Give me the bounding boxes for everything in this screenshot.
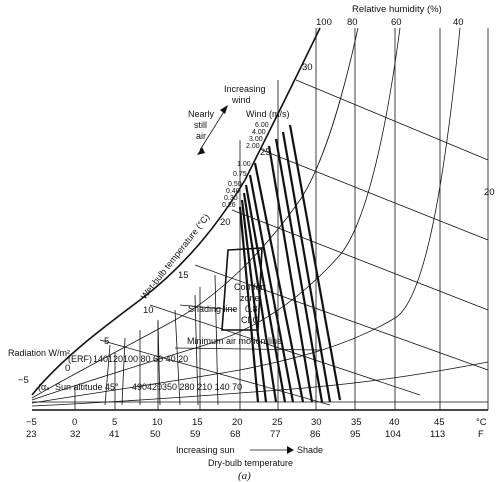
wind-value: 0.75: [233, 171, 247, 178]
comfort-zone-label-2: zone: [240, 293, 260, 303]
rh-tick-20: 20: [484, 187, 495, 198]
sun-altitude-label: Sun altitude 45°: [55, 382, 119, 392]
c-tick: 20: [232, 417, 243, 428]
wb-tick-20: 20: [220, 217, 231, 228]
rh-60-curve: [31, 27, 401, 401]
comfort-zone-boundary: [221, 247, 263, 331]
wind-title: Wind (m/s): [246, 109, 290, 119]
wind-still-line1: Nearly: [188, 109, 215, 119]
wind-lines: [238, 124, 342, 403]
f-tick: 77: [270, 429, 281, 440]
wb-tick-minus5: −5: [18, 375, 29, 386]
shading-line-label: Shading line: [188, 304, 238, 314]
wb-tick-30: 30: [302, 62, 313, 73]
erf-label: (ERF): [68, 354, 92, 364]
sun-altitude-values: 490420350 280 210 140 70: [132, 382, 242, 392]
wb-tick-25: 25: [260, 147, 271, 158]
wb-tick-10: 10: [143, 305, 154, 316]
wind-value: 4.00: [252, 129, 266, 136]
wind-arrow-shaft: [199, 109, 226, 151]
f-tick: 23: [26, 429, 37, 440]
wind-still-line2: still: [194, 120, 207, 130]
dry-bulb-celsius-ticks: −5 0 5 10 15 20 25 30 35 40 45 °C: [26, 417, 487, 428]
c-tick: 40: [389, 417, 400, 428]
wind-value-labels: 6.00 4.00 3.00 2.00 1.00 0.75 0.50 0.40 …: [222, 122, 269, 209]
c-tick: 10: [152, 417, 163, 428]
wb-tick-5: 5: [104, 336, 109, 347]
radiation-lines: [104, 274, 219, 406]
f-tick: 59: [190, 429, 201, 440]
wind-value: 2.00: [246, 143, 260, 150]
wind-arrow-head-up: [220, 105, 228, 114]
f-tick: 50: [150, 429, 161, 440]
wind-value: 0.30: [224, 195, 238, 202]
c-unit: °C: [476, 417, 487, 428]
wb-tick-15: 15: [178, 270, 189, 281]
rh-tick-100: 100: [316, 17, 332, 28]
rh-title: Relative humidity (%): [352, 4, 442, 15]
c-tick: −5: [26, 417, 37, 428]
wet-bulb-diagonals: [99, 79, 489, 406]
saturation-curve: [31, 27, 321, 396]
f-tick: 86: [310, 429, 321, 440]
rh-40-curve: [31, 27, 461, 404]
wind-value: 0.50: [228, 181, 242, 188]
c-tick: 35: [351, 417, 362, 428]
wind-increasing-line2: wind: [231, 95, 251, 105]
comfort-zone-label-3: 0.8: [245, 304, 258, 314]
rh-20-curve: [31, 361, 489, 407]
dry-bulb-fahrenheit-ticks: 23 32 41 50 59 68 77 86 95 104 113 F: [26, 429, 484, 440]
wind-value: 1.00: [237, 161, 251, 168]
c-tick: 0: [72, 417, 77, 428]
erf-values: 140120100 80 60 40 20: [93, 354, 188, 364]
min-air-motion-label: Minimum air motion line: [187, 336, 282, 346]
f-tick: 32: [70, 429, 81, 440]
wind-arrow-head-down: [197, 147, 205, 155]
shading-line: [179, 304, 236, 311]
sun-shade-arrow-head: [287, 446, 294, 454]
rh-tick-40: 40: [453, 17, 464, 28]
rh-tick-60: 60: [391, 17, 402, 28]
wind-value: 0.40: [226, 188, 240, 195]
wind-value: 0.26: [222, 202, 236, 209]
wb-tick-0: 0: [65, 363, 70, 374]
f-tick: 104: [385, 429, 401, 440]
figure-caption: (a): [238, 470, 251, 482]
comfort-zone-label-4: CLO: [241, 315, 260, 325]
wind-still-line3: air: [196, 131, 206, 141]
f-unit: F: [478, 429, 484, 440]
c-tick: 5: [112, 417, 117, 428]
f-tick: 68: [230, 429, 241, 440]
c-tick: 15: [192, 417, 203, 428]
wind-value: 3.00: [249, 136, 263, 143]
increasing-sun-label: Increasing sun: [176, 445, 235, 455]
wind-value: 6.00: [255, 122, 269, 129]
alpha-label: (αₛ: [38, 382, 50, 392]
wind-increasing-line1: Increasing: [224, 84, 266, 94]
c-tick: 25: [272, 417, 283, 428]
wb-title: Wet-bulb temperature (°C): [139, 212, 212, 301]
f-tick: 113: [430, 429, 445, 440]
c-tick: 30: [311, 417, 322, 428]
f-tick: 41: [109, 429, 120, 440]
rh-tick-80: 80: [347, 17, 358, 28]
shade-label: Shade: [297, 445, 323, 455]
minimum-air-motion-line: [174, 347, 321, 351]
comfort-zone-label-1: Comfort: [234, 282, 267, 292]
dry-bulb-title: Dry-bulb temperature: [208, 458, 293, 468]
f-tick: 95: [350, 429, 361, 440]
radiation-title: Radiation W/m²: [8, 348, 70, 358]
c-tick: 45: [434, 417, 445, 428]
